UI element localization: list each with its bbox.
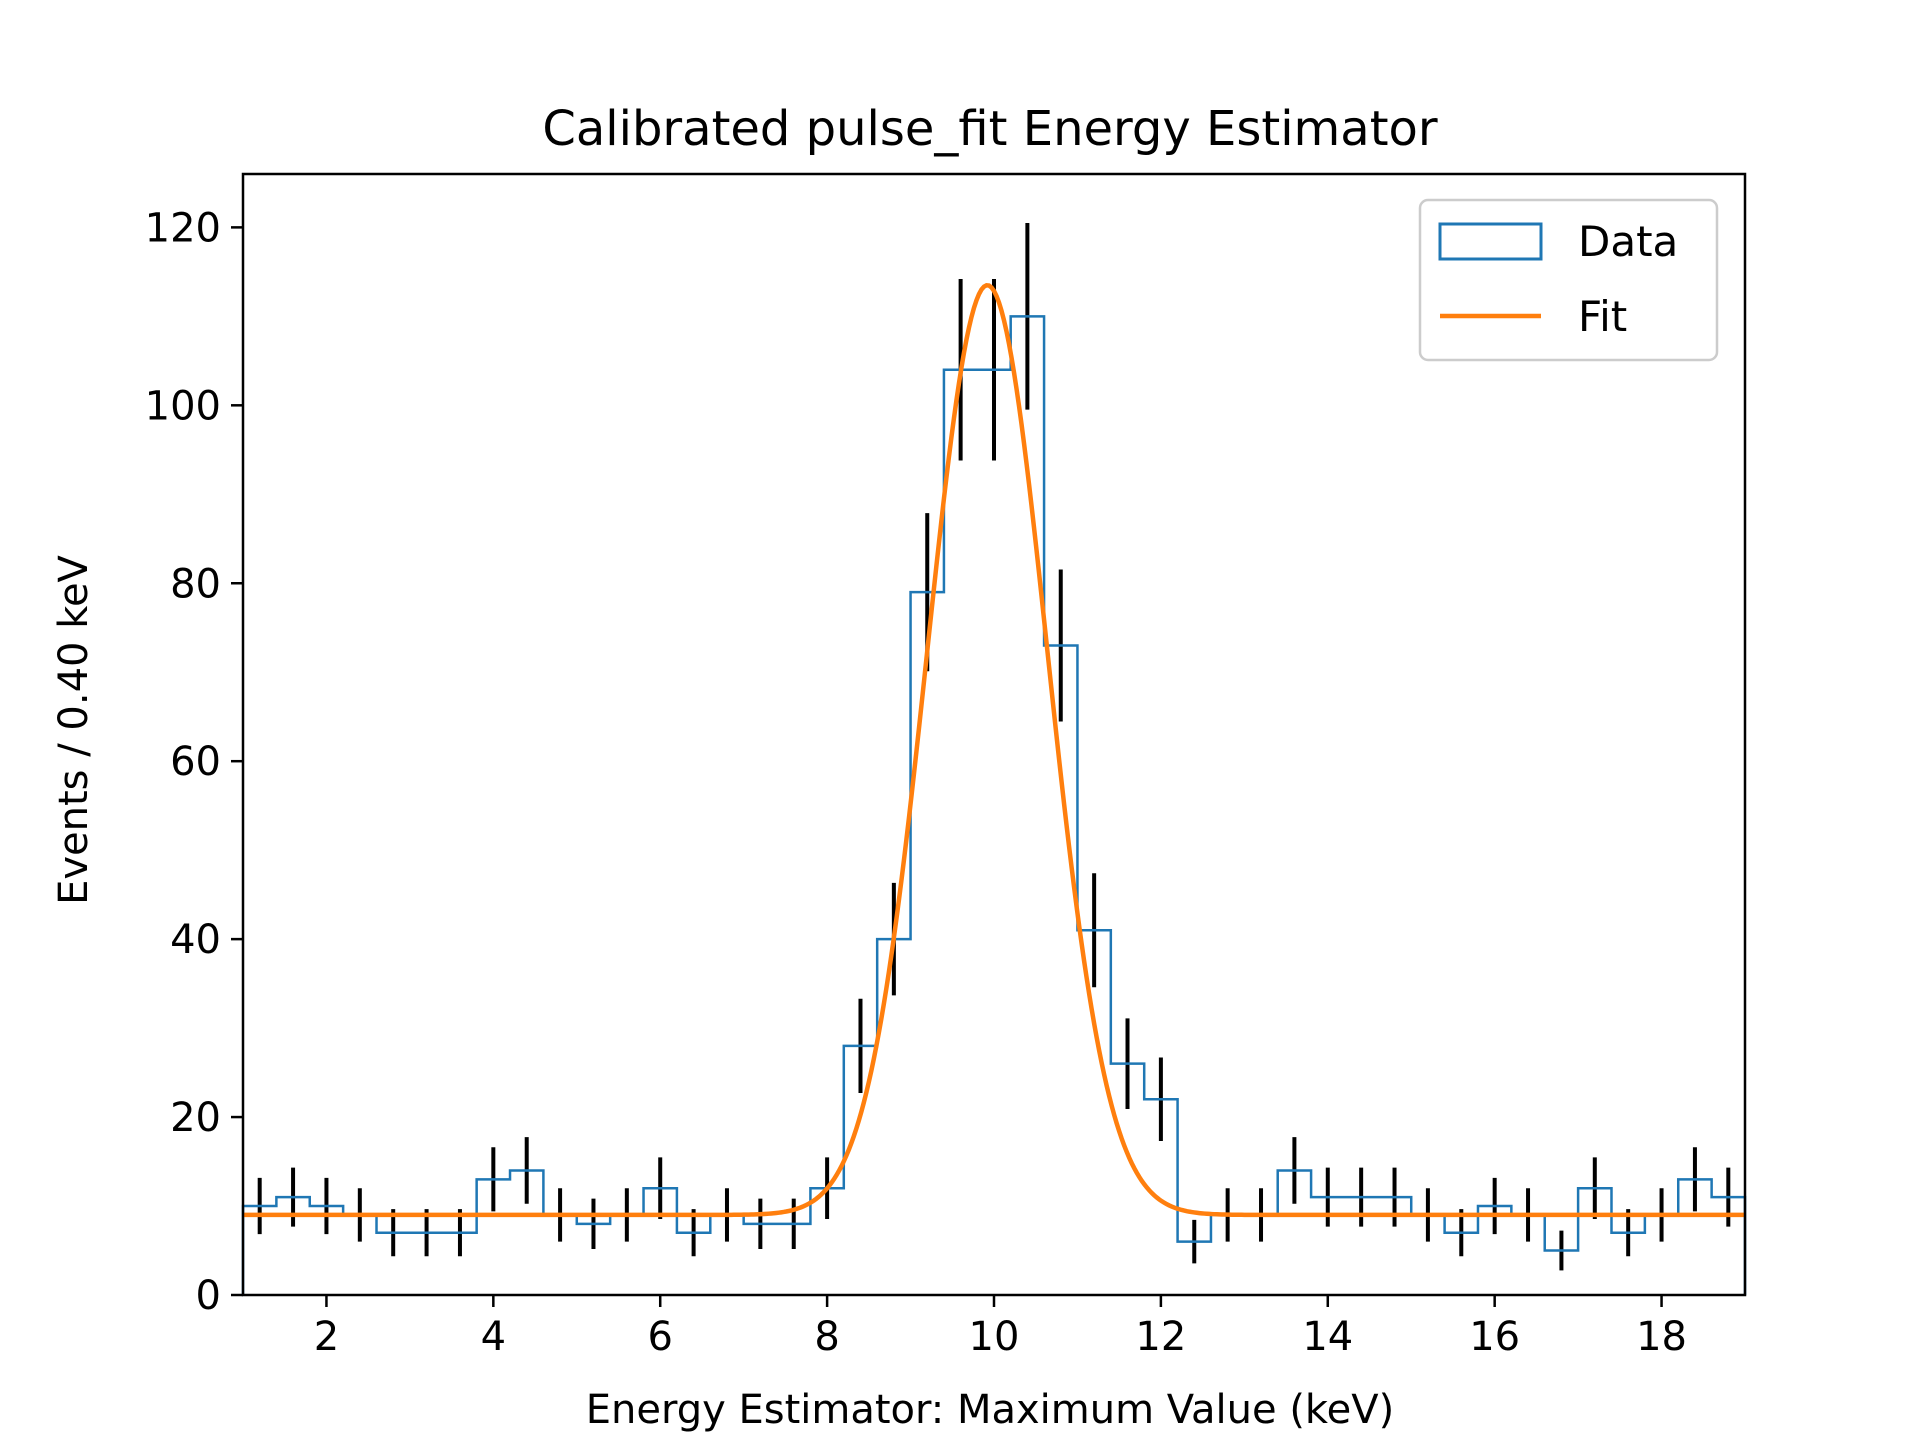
y-tick-label: 120 bbox=[145, 205, 221, 251]
chart-title: Calibrated pulse_fit Energy Estimator bbox=[542, 101, 1438, 157]
legend-box bbox=[1418, 198, 1719, 362]
legend-data-label: Data bbox=[1578, 217, 1678, 266]
y-tick-label: 0 bbox=[196, 1273, 221, 1319]
x-tick-label: 2 bbox=[314, 1314, 339, 1360]
x-axis-label: Energy Estimator: Maximum Value (keV) bbox=[586, 1387, 1395, 1433]
y-tick-label: 40 bbox=[170, 917, 221, 963]
y-tick-label: 20 bbox=[170, 1095, 221, 1141]
x-tick-label: 8 bbox=[814, 1314, 839, 1360]
y-tick-label: 60 bbox=[170, 739, 221, 785]
legend: Data Fit bbox=[1418, 198, 1719, 362]
y-tick-label: 100 bbox=[145, 383, 221, 429]
x-tick-label: 18 bbox=[1636, 1314, 1687, 1360]
x-tick-label: 16 bbox=[1469, 1314, 1520, 1360]
plot-area bbox=[241, 223, 1747, 1295]
fit-curve bbox=[243, 282, 1745, 1218]
legend-data-swatch bbox=[1438, 222, 1543, 261]
legend-fit-label: Fit bbox=[1578, 292, 1627, 341]
x-tick-label: 10 bbox=[969, 1314, 1020, 1360]
x-tick-label: 6 bbox=[647, 1314, 672, 1360]
y-tick-label: 80 bbox=[170, 561, 221, 607]
axis-ticks: 2 4 6 8 10 12 14 16 18 0 20 40 60 80 100 120 bbox=[145, 205, 1687, 1360]
x-tick-label: 4 bbox=[481, 1314, 506, 1360]
plot-frame bbox=[241, 172, 1747, 1297]
y-axis-label: Events / 0.40 keV bbox=[51, 554, 97, 904]
x-tick-label: 14 bbox=[1302, 1314, 1353, 1360]
x-tick-label: 12 bbox=[1135, 1314, 1186, 1360]
